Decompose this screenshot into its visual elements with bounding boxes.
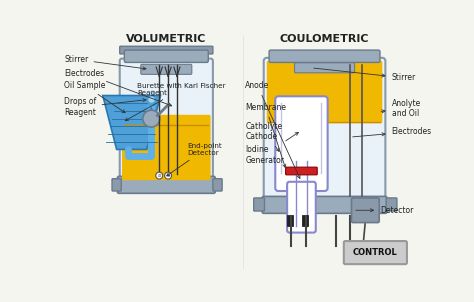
Text: COULOMETRIC: COULOMETRIC	[280, 34, 369, 44]
FancyBboxPatch shape	[112, 179, 121, 191]
FancyBboxPatch shape	[287, 215, 293, 226]
FancyBboxPatch shape	[120, 46, 213, 54]
FancyBboxPatch shape	[124, 50, 208, 63]
Text: VOLUMETRIC: VOLUMETRIC	[126, 34, 206, 44]
FancyBboxPatch shape	[118, 176, 215, 193]
Circle shape	[164, 172, 172, 179]
Text: Stirrer: Stirrer	[64, 55, 146, 70]
Text: Anolyte
and Oil: Anolyte and Oil	[381, 99, 421, 118]
Text: Electrodes: Electrodes	[64, 69, 172, 106]
FancyBboxPatch shape	[294, 63, 355, 73]
Text: Catholyte
Cathode: Catholyte Cathode	[245, 122, 283, 151]
FancyBboxPatch shape	[275, 96, 328, 191]
FancyBboxPatch shape	[287, 182, 316, 233]
FancyBboxPatch shape	[286, 167, 317, 175]
Text: Detector: Detector	[356, 206, 413, 215]
FancyBboxPatch shape	[302, 215, 308, 226]
Text: CONTROL: CONTROL	[353, 248, 398, 257]
Text: Iodine
Generator: Iodine Generator	[245, 133, 298, 165]
FancyBboxPatch shape	[344, 241, 407, 264]
Text: Drops of
Reagent: Drops of Reagent	[64, 97, 146, 117]
FancyBboxPatch shape	[352, 198, 379, 223]
FancyBboxPatch shape	[267, 61, 383, 123]
FancyBboxPatch shape	[254, 198, 264, 211]
Text: Membrane: Membrane	[245, 103, 286, 168]
Text: Anode: Anode	[245, 81, 300, 178]
Circle shape	[143, 110, 160, 127]
FancyBboxPatch shape	[213, 179, 222, 191]
Text: Burette with Karl Fischer
Reagent: Burette with Karl Fischer Reagent	[125, 82, 226, 121]
FancyBboxPatch shape	[264, 58, 385, 203]
Polygon shape	[103, 95, 161, 149]
FancyBboxPatch shape	[122, 115, 210, 180]
Polygon shape	[147, 107, 155, 121]
Text: End-point
Detector: End-point Detector	[167, 143, 222, 176]
Text: Stirrer: Stirrer	[314, 68, 416, 82]
FancyBboxPatch shape	[262, 196, 387, 213]
FancyBboxPatch shape	[120, 59, 213, 182]
Text: ⌀: ⌀	[157, 173, 161, 178]
Text: ⌀: ⌀	[166, 173, 170, 178]
FancyBboxPatch shape	[386, 198, 397, 211]
FancyBboxPatch shape	[269, 50, 380, 63]
Text: Electrodes: Electrodes	[353, 127, 432, 137]
Text: Oil Sample: Oil Sample	[64, 81, 125, 113]
FancyBboxPatch shape	[141, 64, 192, 74]
Circle shape	[156, 172, 163, 179]
